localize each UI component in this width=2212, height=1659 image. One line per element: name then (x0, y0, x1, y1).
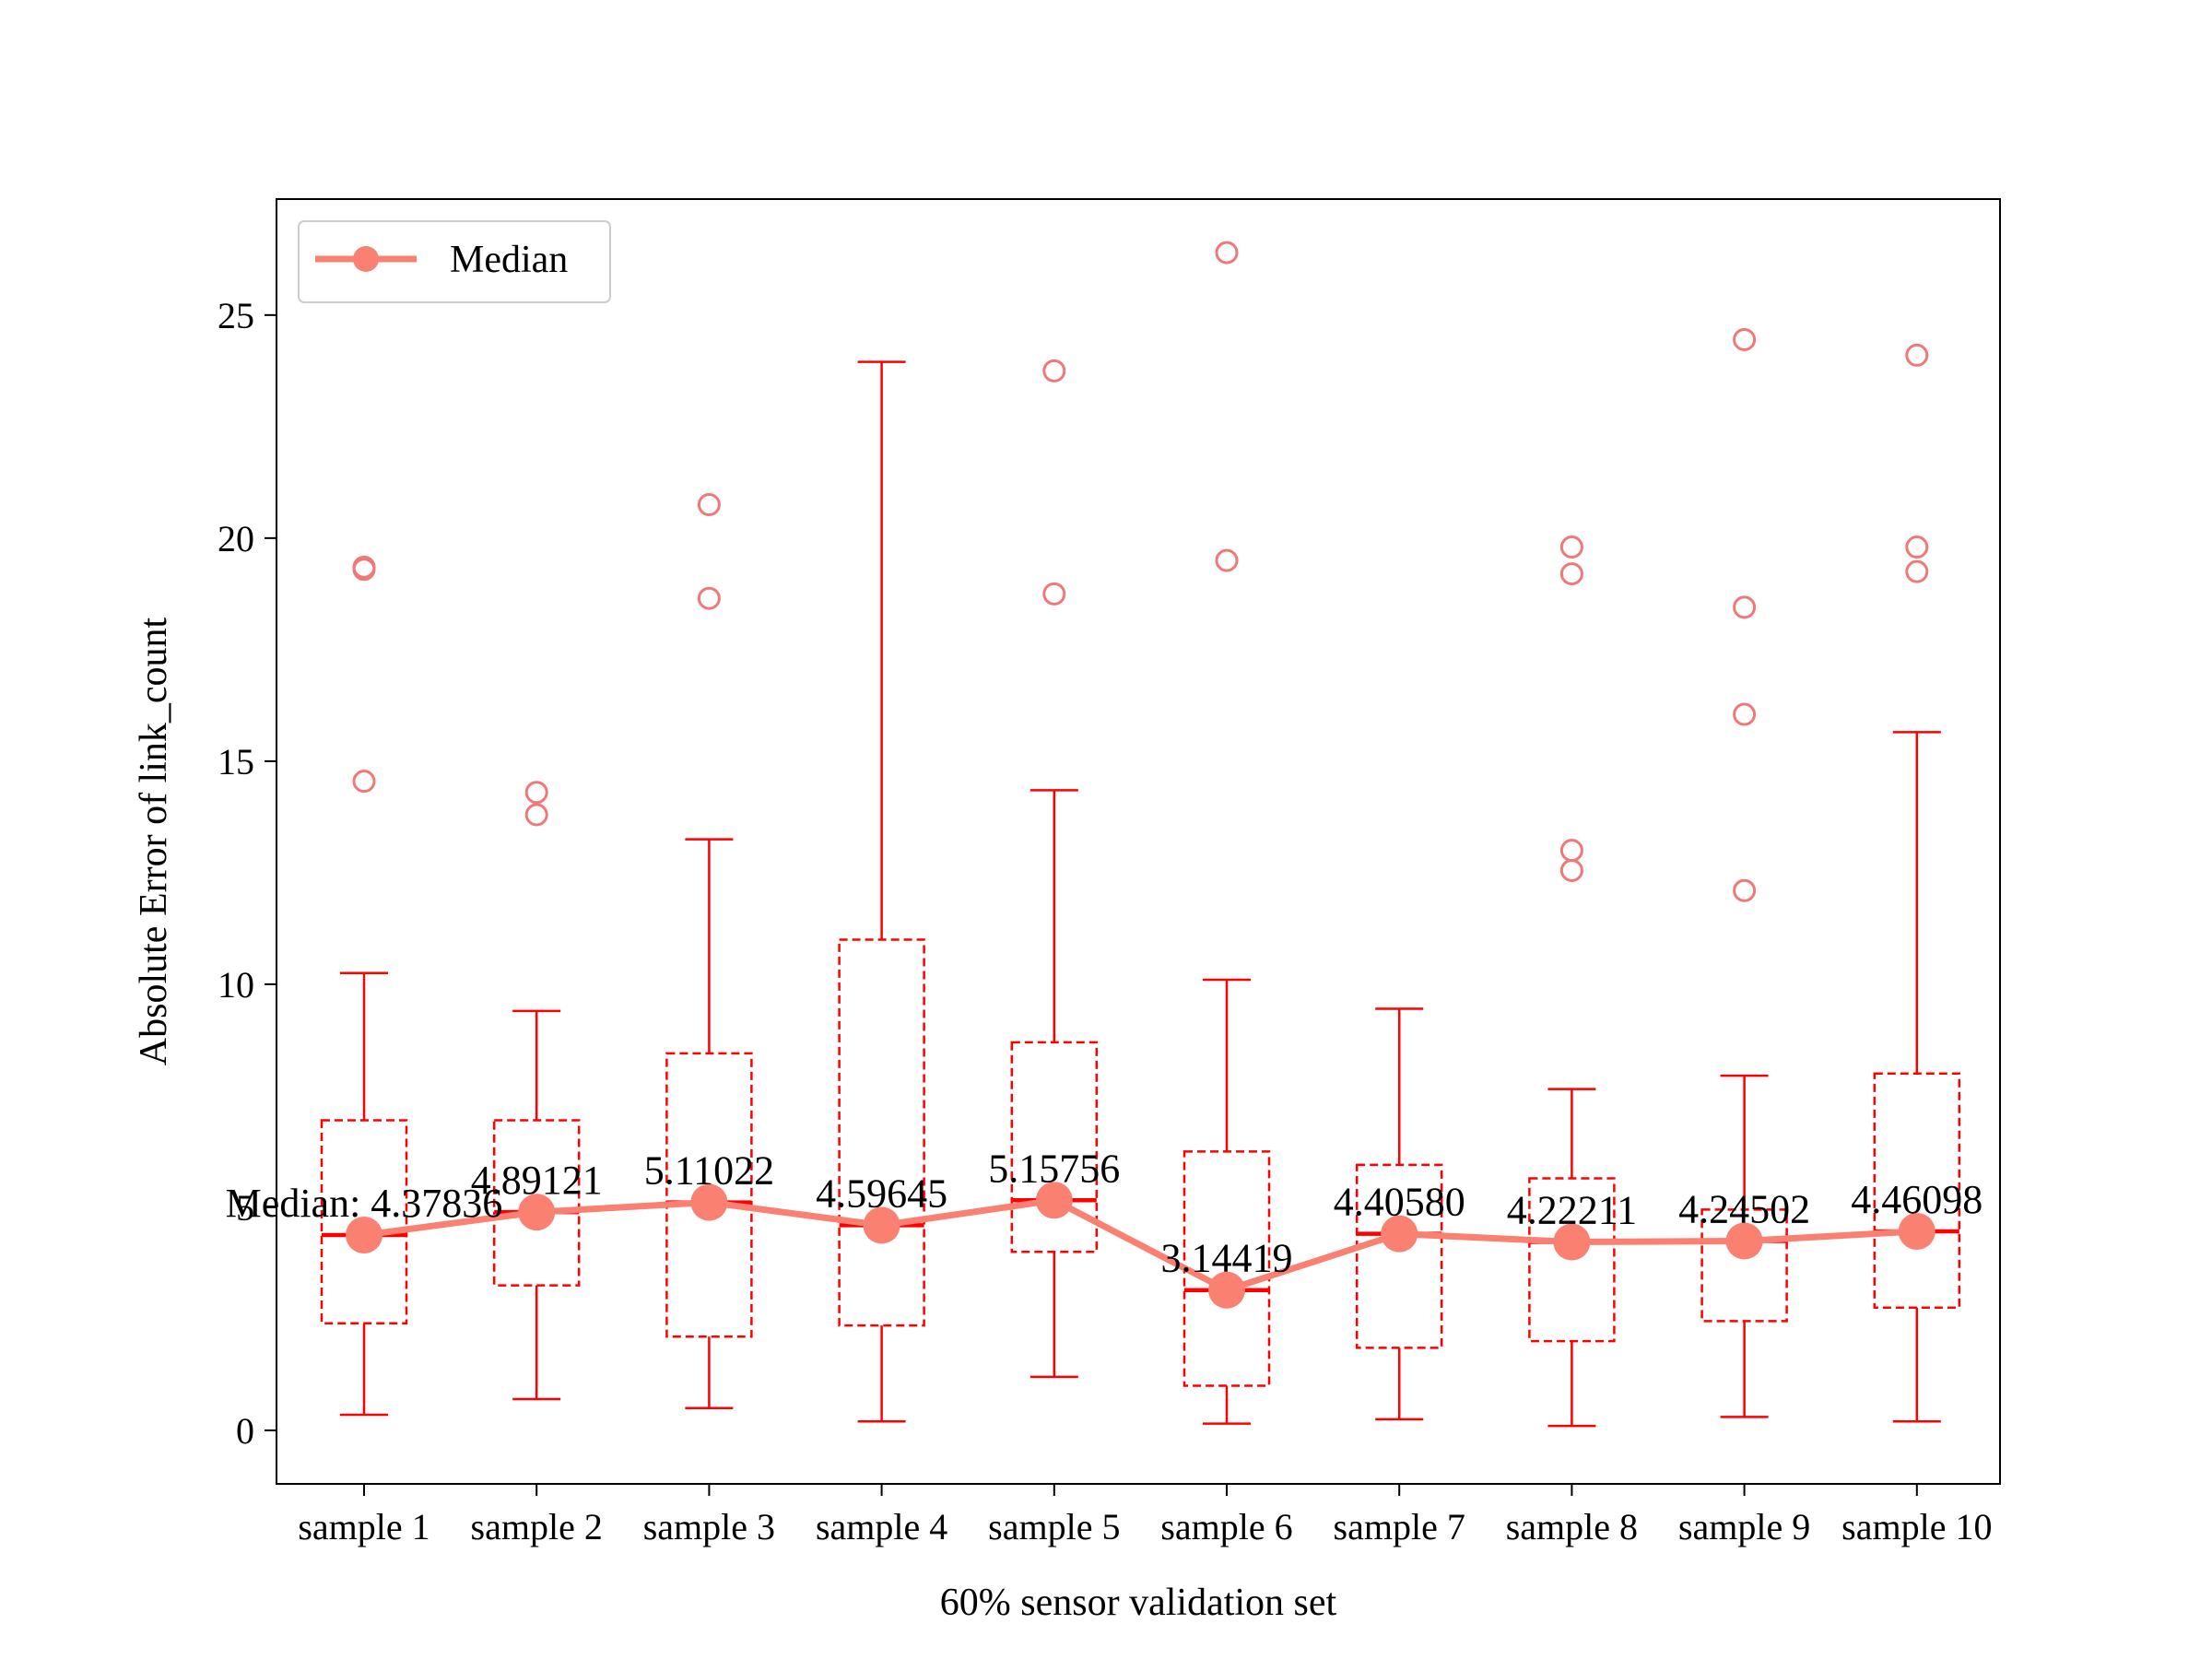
box-3 (665, 838, 753, 1409)
box-iqr (665, 1052, 753, 1338)
median-marker (1035, 1182, 1073, 1219)
box-iqr (1528, 1177, 1616, 1343)
median-annotation: 5.11022 (644, 1148, 774, 1194)
box-5 (1010, 789, 1099, 1379)
plot-frame (276, 198, 2001, 1485)
box-iqr (320, 1119, 408, 1324)
x-tick-label: sample 4 (816, 1506, 947, 1547)
median-marker (1381, 1215, 1418, 1253)
outlier-point (1215, 241, 1239, 265)
box-iqr (838, 938, 925, 1327)
outlier-point (1733, 878, 1757, 902)
outlier-point (1905, 343, 1929, 367)
median-annotation: 4.89121 (471, 1158, 603, 1203)
median-annotation: 3.14419 (1161, 1236, 1293, 1281)
median-marker (518, 1194, 556, 1231)
outlier-point (524, 781, 548, 805)
plot-area (276, 199, 2000, 1484)
outlier-point (1559, 839, 1583, 863)
axes-layer: 0 5 10 15 20 25 sample 1 sample 2 sample 3 sample… (218, 295, 1992, 1547)
median-annotation: 4.24502 (1678, 1186, 1810, 1231)
x-tick-label: sample 9 (1678, 1506, 1810, 1547)
outlier-point (352, 770, 376, 794)
box-iqr (1010, 1041, 1099, 1253)
x-tick-label: sample 5 (988, 1506, 1120, 1547)
y-axis-label: Absolute Error of link_count (133, 617, 175, 1065)
median-annotation: 4.59645 (816, 1171, 947, 1216)
y-tick-label: 20 (218, 518, 254, 559)
median-marker (690, 1183, 728, 1221)
median-marker (863, 1206, 900, 1244)
outlier-point (524, 803, 548, 827)
x-tick-label: sample 6 (1160, 1506, 1292, 1547)
outlier-point (1905, 535, 1929, 559)
median-series-line (363, 1196, 1917, 1294)
y-tick-label: 10 (218, 964, 254, 1006)
x-tick-label: sample 1 (298, 1506, 429, 1547)
x-tick-label: sample 10 (1841, 1506, 1992, 1547)
median-annotation: Median: 4.37836 (226, 1181, 503, 1226)
outlier-point (697, 493, 721, 517)
outlier-point (1042, 582, 1066, 606)
legend-median-marker (353, 246, 379, 272)
median-marker (1553, 1223, 1591, 1261)
median-annotation: 4.40580 (1334, 1180, 1465, 1225)
median-marker (346, 1216, 382, 1253)
legend-frame (298, 220, 611, 303)
outlier-point (1905, 559, 1929, 583)
median-marker (1898, 1212, 1936, 1250)
outlier-point (352, 555, 376, 579)
outlier-point (1733, 327, 1757, 351)
x-tick-label: sample 2 (471, 1506, 603, 1547)
y-tick-label: 5 (236, 1187, 254, 1229)
median-annotation: 4.46098 (1851, 1177, 1983, 1222)
median-annotation: 4.22211 (1507, 1188, 1637, 1233)
x-axis-label: 60% sensor validation set (940, 1582, 1337, 1624)
median-marker (1725, 1222, 1763, 1260)
legend-median-label: Median (450, 239, 568, 281)
outlier-point (697, 586, 721, 610)
x-tick-label: sample 8 (1506, 1506, 1638, 1547)
median-marker (1208, 1271, 1245, 1309)
x-tick-label: sample 7 (1334, 1506, 1465, 1547)
y-tick-label: 15 (218, 741, 254, 782)
outlier-point (1733, 702, 1757, 726)
median-annotation: 5.15756 (988, 1146, 1120, 1191)
outlier-point (1042, 359, 1066, 382)
x-tick-label: sample 3 (643, 1506, 775, 1547)
box-iqr (492, 1119, 581, 1287)
outlier-point (1733, 595, 1757, 619)
y-tick-label: 0 (236, 1410, 254, 1452)
outlier-point (1559, 535, 1583, 559)
outlier-point (1559, 562, 1583, 586)
outlier-layer (352, 241, 1929, 902)
box-iqr (1700, 1208, 1788, 1323)
box-iqr (1873, 1072, 1961, 1310)
outlier-point (1215, 548, 1239, 572)
y-tick-label: 25 (218, 295, 254, 336)
box-iqr (1355, 1163, 1443, 1349)
median-series-layer (346, 1182, 1936, 1309)
legend: Median (298, 220, 611, 303)
